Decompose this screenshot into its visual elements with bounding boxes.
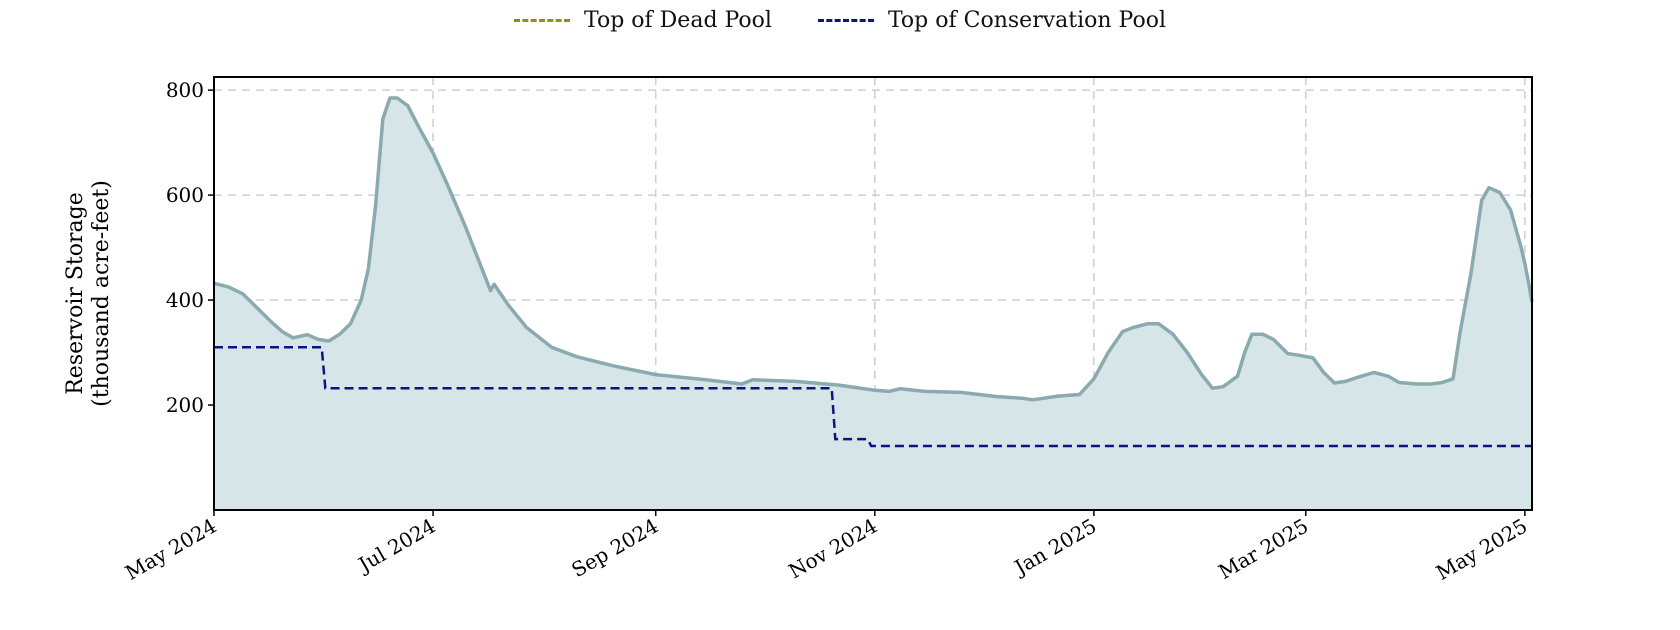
x-tick-label: May 2024 — [121, 514, 220, 585]
y-tick-label: 200 — [166, 393, 204, 417]
legend-swatch-conservation-pool — [817, 19, 874, 22]
legend-swatch-dead-pool — [514, 19, 570, 22]
legend: Top of Dead Pool Top of Conservation Poo… — [0, 8, 1680, 33]
x-tick-label: Jan 2025 — [1009, 514, 1101, 581]
y-tick-label: 600 — [166, 183, 204, 207]
conservation-pool-line — [214, 346, 1532, 448]
storage-area-fill — [214, 98, 1532, 510]
x-tick-label: Nov 2024 — [784, 514, 881, 584]
plot-frame — [213, 76, 1533, 511]
y-axis-label-units: (thousand acre-feet) — [89, 180, 114, 407]
y-axis-label: Reservoir Storage — [63, 192, 88, 395]
storage-line — [213, 96, 1534, 402]
x-tick-label: Mar 2025 — [1214, 514, 1312, 584]
x-tick-label: May 2025 — [1432, 514, 1531, 585]
legend-label-conservation-pool: Top of Conservation Pool — [887, 8, 1166, 33]
legend-label-dead-pool: Top of Dead Pool — [584, 8, 772, 33]
legend-item-dead-pool: Top of Dead Pool — [514, 8, 772, 33]
x-tick-label: Sep 2024 — [567, 514, 662, 583]
x-tick-label: Jul 2024 — [353, 514, 440, 578]
y-tick-label: 400 — [166, 288, 204, 312]
y-tick-label: 800 — [166, 78, 204, 102]
legend-item-conservation-pool: Top of Conservation Pool — [817, 8, 1166, 33]
